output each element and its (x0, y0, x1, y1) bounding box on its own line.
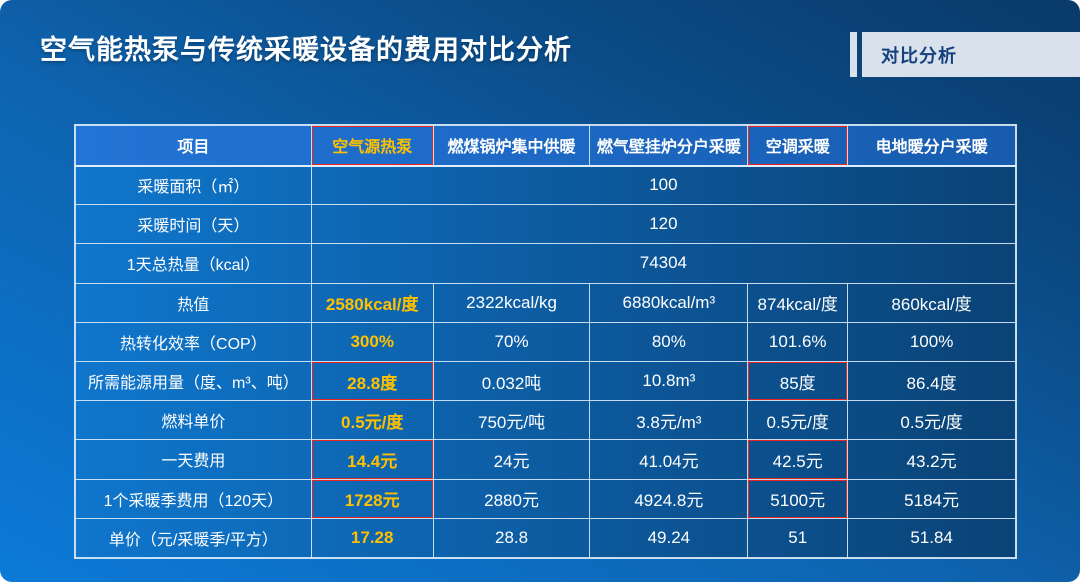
column-header: 空调采暖 (747, 125, 849, 167)
value-cell: 86.4度 (847, 360, 1016, 402)
value-cell: 0.5元/度 (310, 400, 434, 441)
badge-label: 对比分析 (862, 32, 1080, 77)
value-cell: 28.8 (432, 517, 591, 559)
value-cell: 874kcal/度 (747, 282, 849, 323)
merged-value-cell: 74304 (310, 243, 1017, 284)
value-cell: 17.28 (310, 517, 434, 559)
value-cell: 2580kcal/度 (310, 282, 434, 323)
table-row: 采暖面积（㎡） 100 (75, 164, 1017, 206)
value-cell: 85度 (747, 360, 849, 402)
value-cell: 101.6% (747, 321, 849, 362)
value-cell: 0.5元/度 (847, 400, 1016, 441)
merged-value-cell: 100 (310, 164, 1017, 206)
value-cell: 51.84 (847, 517, 1016, 559)
value-cell: 14.4元 (310, 439, 434, 480)
table-row: 所需能源用量（度、m³、吨） 28.8度 0.032吨 10.8m³ 85度 86.4度 (75, 360, 1016, 402)
table-header: 项目 空气源热泵 燃煤锅炉集中供暖 燃气壁挂炉分户采暖 空调采暖 电地暖分户采暖 (75, 125, 1016, 167)
value-cell: 100% (847, 321, 1016, 362)
table-row: 燃料单价 0.5元/度 750元/吨 3.8元/m³ 0.5元/度 0.5元/度 (75, 400, 1016, 441)
value-cell: 43.2元 (847, 439, 1016, 480)
row-label: 所需能源用量（度、m³、吨） (75, 360, 312, 402)
row-label: 单价（元/采暖季/平方） (75, 517, 312, 559)
table-row: 1天总热量（kcal） 74304 (75, 243, 1017, 284)
header-row: 项目 空气源热泵 燃煤锅炉集中供暖 燃气壁挂炉分户采暖 空调采暖 电地暖分户采暖 (75, 125, 1016, 167)
value-cell: 1728元 (310, 478, 434, 519)
column-header: 项目 (75, 125, 312, 167)
row-label: 热转化效率（COP） (75, 321, 312, 362)
value-cell: 2880元 (432, 478, 591, 519)
row-label: 1个采暖季费用（120天） (75, 478, 312, 519)
value-cell: 750元/吨 (432, 400, 591, 441)
value-cell: 6880kcal/m³ (589, 282, 749, 323)
value-cell: 5184元 (847, 478, 1016, 519)
table-row: 一天费用 14.4元 24元 41.04元 42.5元 43.2元 (75, 439, 1016, 480)
column-header: 燃气壁挂炉分户采暖 (589, 125, 749, 167)
value-cell: 2322kcal/kg (432, 282, 591, 323)
table-row: 1个采暖季费用（120天） 1728元 2880元 4924.8元 5100元 5184元 (75, 478, 1016, 519)
value-cell: 24元 (432, 439, 591, 480)
value-cell: 5100元 (747, 478, 849, 519)
value-cell: 49.24 (589, 517, 749, 559)
table-row: 热转化效率（COP） 300% 70% 80% 101.6% 100% (75, 321, 1016, 362)
row-label: 采暖时间（天） (75, 204, 312, 245)
value-cell: 42.5元 (747, 439, 849, 480)
column-header: 空气源热泵 (310, 125, 434, 167)
value-cell: 10.8m³ (589, 360, 749, 402)
row-label: 燃料单价 (75, 400, 312, 441)
badge-accent-bar (850, 32, 857, 77)
value-cell: 3.8元/m³ (589, 400, 749, 441)
value-cell: 300% (310, 321, 434, 362)
row-label: 采暖面积（㎡） (75, 164, 312, 206)
column-header: 电地暖分户采暖 (847, 125, 1016, 167)
value-cell: 28.8度 (310, 360, 434, 402)
value-cell: 0.5元/度 (747, 400, 849, 441)
merged-value-cell: 120 (310, 204, 1017, 245)
column-header: 燃煤锅炉集中供暖 (432, 125, 591, 167)
table-body: 采暖面积（㎡） 100 采暖时间（天） 120 1天总热量（kcal） 74304 热值 25… (75, 164, 1017, 559)
value-cell: 860kcal/度 (847, 282, 1016, 323)
row-label: 一天费用 (75, 439, 312, 480)
row-label: 热值 (75, 282, 312, 323)
cost-comparison-table: 项目 空气源热泵 燃煤锅炉集中供暖 燃气壁挂炉分户采暖 空调采暖 电地暖分户采暖 采暖面积… (75, 125, 1017, 559)
value-cell: 70% (432, 321, 591, 362)
value-cell: 51 (747, 517, 849, 559)
value-cell: 80% (589, 321, 749, 362)
table-row: 单价（元/采暖季/平方） 17.28 28.8 49.24 51 51.84 (75, 517, 1016, 559)
section-badge: 对比分析 (850, 32, 1080, 77)
value-cell: 0.032吨 (432, 360, 591, 402)
page-title: 空气能热泵与传统采暖设备的费用对比分析 (40, 35, 572, 65)
row-label: 1天总热量（kcal） (75, 243, 312, 284)
table-row: 热值 2580kcal/度 2322kcal/kg 6880kcal/m³ 874kca… (75, 282, 1016, 323)
value-cell: 41.04元 (589, 439, 749, 480)
table-row: 采暖时间（天） 120 (75, 204, 1017, 245)
value-cell: 4924.8元 (589, 478, 749, 519)
